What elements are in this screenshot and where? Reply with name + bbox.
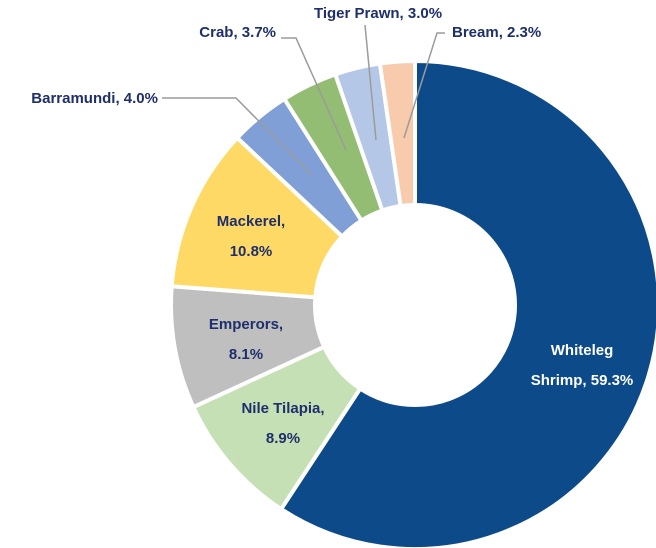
data-label-barramundi: Barramundi, 4.0% <box>31 90 158 107</box>
leader-line-tiger-prawn <box>364 24 377 141</box>
leader-lines-group <box>162 24 445 176</box>
slices-group <box>169 59 656 548</box>
data-label-crab: Crab, 3.7% <box>199 24 276 41</box>
leader-line-crab <box>281 37 347 151</box>
data-label-nile-tilapia: Nile Tilapia, 8.9% <box>241 400 324 447</box>
data-label-emperors: Emperors, 8.1% <box>209 316 283 363</box>
leader-line-barramundi <box>162 97 313 176</box>
data-label-bream: Bream, 2.3% <box>452 24 541 41</box>
slice-whiteleg-shrimp <box>279 59 656 548</box>
data-label-tiger-prawn: Tiger Prawn, 3.0% <box>314 5 442 22</box>
slice-bream <box>377 59 417 209</box>
data-label-mackerel: Mackerel, 10.8% <box>217 213 285 260</box>
labels-group: Whiteleg Shrimp, 59.3% Nile Tilapia, 8.9% Em… <box>31 5 633 447</box>
leader-line-bream <box>403 32 445 139</box>
data-label-whiteleg-shrimp: Whiteleg Shrimp, 59.3% <box>531 342 634 389</box>
